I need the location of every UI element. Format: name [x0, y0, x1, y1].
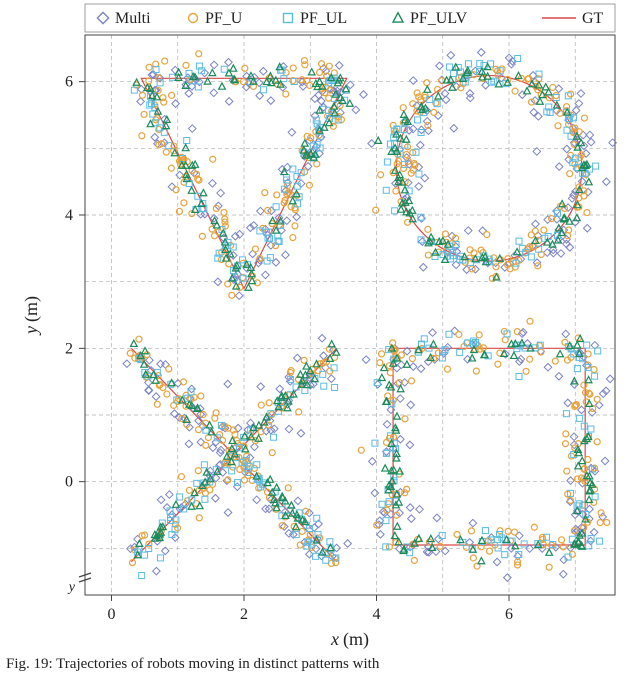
svg-text:6: 6 [505, 606, 513, 623]
svg-text:y (m): y (m) [21, 296, 42, 336]
svg-text:2: 2 [65, 340, 73, 357]
figure-caption: Fig. 19: Trajectories of robots moving i… [6, 656, 380, 672]
svg-text:4: 4 [65, 207, 73, 224]
svg-text:6: 6 [65, 74, 73, 91]
svg-text:PF_U: PF_U [205, 10, 243, 27]
svg-text:Multi: Multi [115, 10, 151, 27]
svg-text:y: y [67, 580, 76, 595]
svg-text:0: 0 [108, 606, 116, 623]
trajectory-scatter-chart: 0 2 4 6 0 2 4 6 y x (m) y (m) Multi PF_U PF_UL PF_ULV… [0, 0, 640, 673]
svg-text:0: 0 [65, 474, 73, 491]
svg-text:PF_UL: PF_UL [300, 10, 347, 27]
svg-text:PF_ULV: PF_ULV [410, 10, 468, 27]
svg-text:x (m): x (m) [330, 629, 369, 650]
svg-text:4: 4 [373, 606, 381, 623]
svg-text:2: 2 [240, 606, 248, 623]
svg-text:GT: GT [582, 10, 604, 27]
